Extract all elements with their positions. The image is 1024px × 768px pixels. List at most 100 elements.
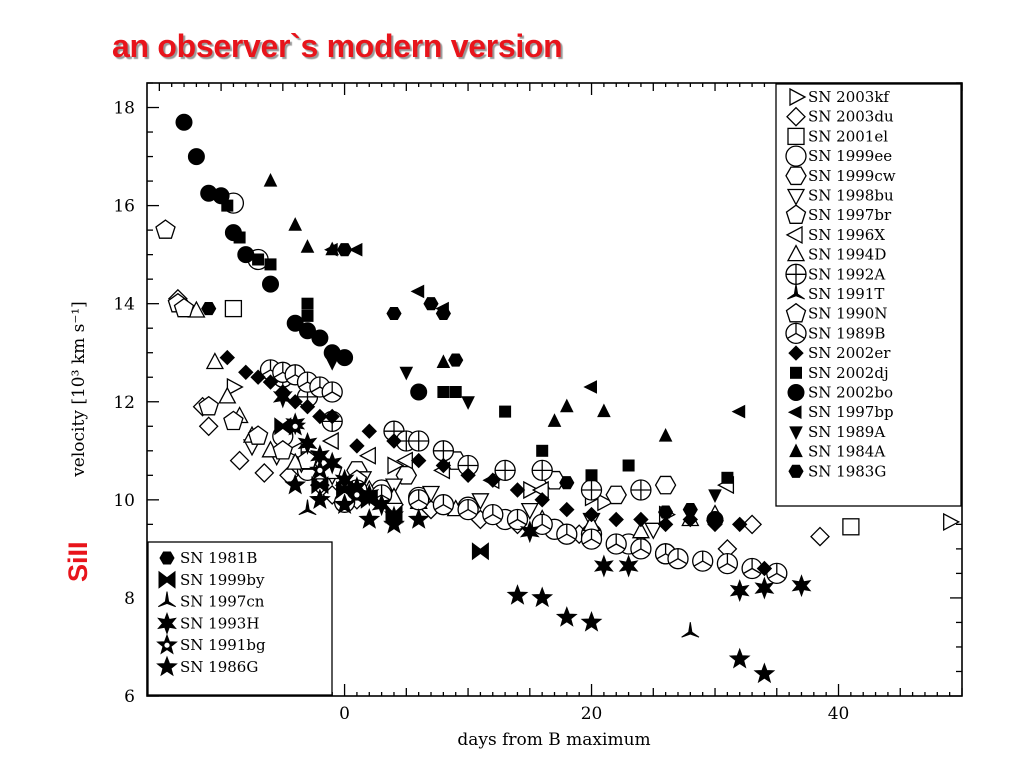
legend-marker bbox=[787, 283, 805, 300]
legend-label: SN 2002bo bbox=[808, 384, 893, 402]
data-point bbox=[322, 451, 343, 475]
legend-item: SN 1997cn bbox=[158, 591, 265, 611]
data-point bbox=[622, 459, 635, 472]
data-point bbox=[605, 533, 627, 555]
legend-marker bbox=[787, 384, 805, 401]
legend-right-frame bbox=[775, 83, 962, 507]
legend-item: SN 2001el bbox=[787, 127, 888, 145]
data-point bbox=[361, 423, 378, 439]
data-point bbox=[386, 306, 402, 321]
x-tick-label: 40 bbox=[828, 704, 850, 724]
data-point bbox=[583, 380, 597, 394]
data-point bbox=[384, 478, 404, 496]
data-point bbox=[410, 284, 425, 299]
data-point bbox=[630, 538, 652, 560]
data-point bbox=[212, 187, 230, 205]
data-point bbox=[534, 492, 550, 508]
data-point bbox=[471, 493, 490, 511]
data-point bbox=[585, 469, 598, 482]
data-point bbox=[399, 366, 414, 381]
data-point bbox=[432, 494, 455, 516]
legend-label: SN 1984A bbox=[808, 443, 885, 461]
data-point bbox=[448, 353, 464, 367]
y-tick-label: 14 bbox=[113, 295, 135, 315]
data-point bbox=[358, 508, 381, 529]
legend-item: SN 1992A bbox=[785, 263, 885, 285]
data-point bbox=[580, 610, 603, 632]
series-sn-1984a bbox=[263, 172, 673, 442]
legend-label: SN 1981B bbox=[180, 549, 257, 567]
legend-label: SN 1990N bbox=[808, 305, 887, 323]
data-point bbox=[386, 433, 402, 449]
data-point bbox=[358, 446, 376, 465]
legend-label: SN 1991bg bbox=[180, 636, 266, 654]
data-point bbox=[325, 241, 340, 256]
legend-label: SN 2001el bbox=[808, 127, 888, 145]
y-tick-label: 18 bbox=[113, 99, 135, 119]
legend-item: SN 1994D bbox=[786, 244, 886, 264]
data-point bbox=[284, 441, 302, 460]
data-point bbox=[238, 364, 254, 381]
data-point bbox=[531, 513, 553, 536]
data-point bbox=[756, 560, 773, 577]
data-point bbox=[262, 275, 279, 293]
data-point bbox=[708, 489, 722, 504]
legend-item: SN 1999cw bbox=[785, 166, 896, 186]
data-point bbox=[321, 381, 343, 403]
data-point bbox=[263, 172, 278, 187]
data-point bbox=[155, 219, 176, 239]
data-point bbox=[337, 243, 353, 257]
series-sn-1997bp bbox=[324, 242, 746, 419]
y-tick-label: 16 bbox=[113, 197, 135, 217]
data-point bbox=[580, 479, 603, 501]
x-tick-label: 20 bbox=[581, 704, 603, 724]
data-point bbox=[175, 113, 193, 131]
y-tick-label: 12 bbox=[113, 393, 135, 413]
legend-item: SN 1996X bbox=[785, 225, 885, 244]
legend-item: SN 1981B bbox=[159, 549, 257, 567]
legend-marker bbox=[788, 345, 804, 361]
data-point bbox=[692, 550, 714, 572]
legend-label: SN 1997bp bbox=[808, 403, 894, 421]
legend-item: SN 2002er bbox=[788, 344, 891, 362]
y-tick-label: 8 bbox=[124, 589, 135, 609]
data-point bbox=[218, 386, 237, 404]
legend-marker bbox=[785, 204, 807, 224]
data-point bbox=[631, 521, 650, 539]
legend-label: SN 1994D bbox=[808, 246, 886, 264]
x-tick-label: 0 bbox=[339, 704, 350, 724]
data-point bbox=[383, 512, 405, 534]
series-sn-1991bg bbox=[284, 414, 368, 505]
data-point bbox=[223, 410, 244, 431]
data-point bbox=[298, 499, 317, 516]
data-point bbox=[580, 528, 603, 550]
data-point bbox=[509, 482, 526, 498]
series-sn-1994d bbox=[187, 300, 725, 539]
series-sn-1991t bbox=[298, 499, 317, 516]
data-point bbox=[494, 459, 516, 482]
data-point bbox=[597, 403, 611, 418]
data-point bbox=[325, 357, 340, 371]
legend-label: SN 1989A bbox=[808, 423, 885, 441]
data-point bbox=[583, 506, 600, 523]
data-point bbox=[346, 483, 368, 505]
data-point bbox=[219, 349, 236, 366]
data-point bbox=[559, 501, 575, 518]
data-point bbox=[556, 523, 578, 545]
legend-label: SN 1992A bbox=[808, 265, 885, 283]
legend-item: SN 1991bg bbox=[156, 633, 266, 655]
data-point bbox=[423, 297, 439, 311]
data-point bbox=[753, 662, 776, 684]
data-point bbox=[460, 467, 476, 484]
legend-marker bbox=[158, 570, 176, 589]
axis-tick-labels: 0 20 40 6 8 10 12 14 16 18 bbox=[113, 99, 849, 724]
legend-item: SN 1983G bbox=[788, 462, 886, 480]
data-point bbox=[618, 554, 639, 578]
data-point bbox=[301, 297, 314, 310]
legend-marker bbox=[786, 188, 806, 206]
series-sn-1981b bbox=[201, 302, 340, 360]
data-point bbox=[520, 502, 539, 520]
data-point bbox=[359, 483, 380, 507]
